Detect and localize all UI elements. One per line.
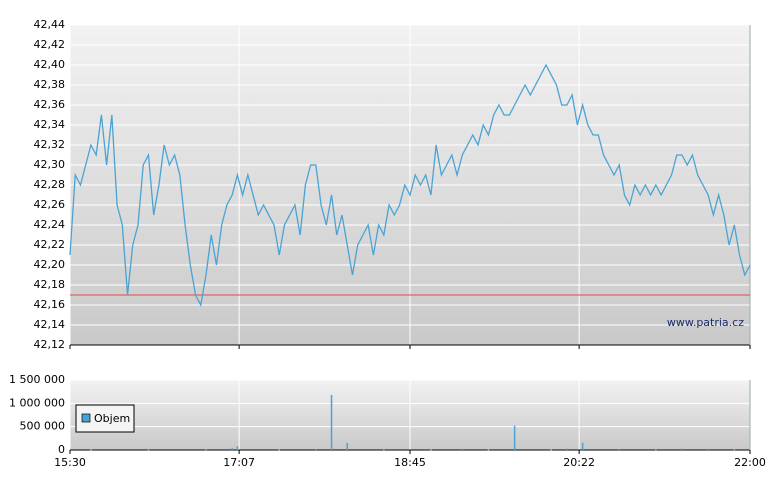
volume-bar: [147, 449, 150, 451]
volume-bar: [231, 448, 233, 450]
volume-bar: [205, 449, 207, 451]
volume-bar: [550, 449, 552, 451]
legend-label: Objem: [94, 412, 130, 425]
y-tick-label: 42,44: [34, 18, 66, 31]
volume-bar: [236, 446, 239, 450]
y-tick-label: 500 000: [20, 420, 66, 433]
y-tick-label: 42,36: [34, 98, 66, 111]
volume-bar: [90, 449, 92, 451]
y-tick-label: 42,12: [34, 338, 66, 351]
x-tick-label: 20:22: [563, 456, 595, 469]
volume-bar: [315, 449, 317, 451]
volume-bar: [681, 448, 683, 450]
y-tick-label: 42,26: [34, 198, 66, 211]
volume-bar: [330, 394, 333, 450]
x-tick-label: 17:07: [223, 456, 255, 469]
volume-bar: [346, 443, 348, 450]
y-tick-label: 42,16: [34, 298, 66, 311]
x-tick-label: 22:00: [734, 456, 766, 469]
y-tick-label: 1 500 000: [9, 373, 65, 386]
x-tick-label: 18:45: [394, 456, 426, 469]
y-tick-label: 42,18: [34, 278, 66, 291]
volume-bar: [581, 442, 584, 450]
volume-bar: [461, 448, 464, 450]
volume-bar: [655, 449, 657, 451]
y-tick-label: 42,38: [34, 78, 66, 91]
y-tick-label: 42,28: [34, 178, 66, 191]
y-tick-label: 42,42: [34, 38, 66, 51]
volume-bar: [487, 449, 490, 451]
y-tick-label: 42,30: [34, 158, 66, 171]
volume-bar: [278, 449, 280, 451]
volume-bar: [383, 449, 385, 451]
y-tick-label: 42,34: [34, 118, 66, 131]
volume-bar: [566, 448, 568, 450]
volume-bar: [618, 449, 620, 451]
volume-bar: [707, 448, 709, 450]
legend-swatch: [81, 413, 91, 423]
y-tick-label: 42,24: [34, 218, 66, 231]
volume-bar: [513, 425, 516, 450]
y-tick-label: 42,14: [34, 318, 66, 331]
y-tick-label: 0: [58, 443, 65, 456]
y-tick-label: 42,32: [34, 138, 66, 151]
volume-bar: [430, 449, 432, 451]
x-tick-label: 15:30: [54, 456, 86, 469]
y-tick-label: 42,22: [34, 238, 66, 251]
annotation: www.patria.cz: [667, 316, 744, 329]
y-tick-label: 42,40: [34, 58, 66, 71]
volume-bar: [733, 449, 736, 451]
y-tick-label: 42,20: [34, 258, 66, 271]
legend: Objem: [75, 404, 135, 433]
price-line: [69, 63, 751, 307]
y-tick-label: 1 000 000: [9, 396, 65, 409]
